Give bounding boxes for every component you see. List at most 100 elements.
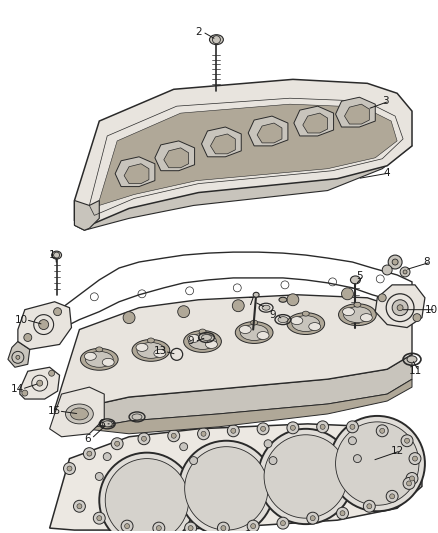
Ellipse shape	[251, 320, 258, 325]
Text: 9: 9	[187, 336, 194, 346]
Circle shape	[83, 448, 95, 459]
Ellipse shape	[199, 329, 206, 334]
Circle shape	[409, 453, 421, 465]
Polygon shape	[115, 157, 155, 187]
Polygon shape	[124, 164, 149, 183]
Circle shape	[87, 451, 92, 456]
Circle shape	[349, 437, 357, 445]
Circle shape	[217, 522, 230, 533]
Ellipse shape	[85, 351, 113, 367]
Ellipse shape	[279, 297, 287, 302]
Circle shape	[364, 500, 375, 512]
Circle shape	[378, 294, 386, 302]
Polygon shape	[49, 387, 104, 437]
Circle shape	[103, 453, 111, 461]
Ellipse shape	[184, 330, 221, 352]
Circle shape	[111, 438, 123, 450]
Text: 10: 10	[425, 305, 438, 314]
Circle shape	[380, 429, 385, 433]
Text: 13: 13	[154, 346, 167, 357]
Text: 6: 6	[84, 434, 91, 444]
Circle shape	[16, 356, 20, 359]
Polygon shape	[164, 148, 189, 168]
Circle shape	[64, 463, 75, 474]
Circle shape	[413, 456, 417, 461]
Ellipse shape	[278, 317, 288, 322]
Ellipse shape	[239, 326, 251, 334]
Circle shape	[392, 300, 408, 316]
Circle shape	[336, 422, 419, 505]
Polygon shape	[49, 424, 422, 530]
Circle shape	[231, 429, 236, 433]
Polygon shape	[303, 113, 328, 133]
Ellipse shape	[137, 342, 165, 358]
Ellipse shape	[354, 302, 361, 307]
Circle shape	[388, 255, 402, 269]
Polygon shape	[201, 127, 241, 157]
Ellipse shape	[407, 356, 417, 363]
Polygon shape	[211, 134, 235, 154]
Ellipse shape	[291, 317, 303, 325]
Circle shape	[185, 522, 197, 533]
Text: 10: 10	[15, 314, 28, 325]
Ellipse shape	[132, 414, 142, 420]
Ellipse shape	[136, 343, 148, 351]
Circle shape	[406, 472, 418, 484]
Ellipse shape	[257, 332, 269, 340]
Circle shape	[37, 380, 42, 386]
Circle shape	[227, 425, 239, 437]
Circle shape	[221, 526, 226, 530]
Polygon shape	[74, 79, 412, 225]
Ellipse shape	[154, 350, 166, 357]
Circle shape	[201, 431, 206, 437]
Circle shape	[342, 288, 353, 300]
Circle shape	[277, 517, 289, 529]
Circle shape	[251, 523, 256, 529]
Text: 9: 9	[270, 310, 276, 320]
Polygon shape	[62, 379, 412, 434]
Circle shape	[264, 435, 347, 518]
Circle shape	[198, 428, 209, 440]
Ellipse shape	[66, 404, 93, 424]
Polygon shape	[55, 295, 412, 419]
Circle shape	[376, 425, 388, 437]
Circle shape	[290, 425, 295, 430]
Ellipse shape	[189, 334, 216, 350]
Circle shape	[77, 504, 82, 508]
Text: 6: 6	[98, 419, 105, 429]
Circle shape	[287, 294, 299, 306]
Ellipse shape	[81, 349, 118, 370]
Polygon shape	[8, 342, 30, 367]
Circle shape	[171, 433, 176, 438]
Circle shape	[247, 520, 259, 532]
Ellipse shape	[235, 321, 273, 343]
Ellipse shape	[292, 316, 320, 332]
Ellipse shape	[253, 292, 259, 297]
Circle shape	[280, 521, 286, 526]
Polygon shape	[248, 116, 288, 146]
Ellipse shape	[240, 325, 268, 341]
Circle shape	[190, 457, 198, 465]
Circle shape	[123, 312, 135, 324]
Circle shape	[185, 447, 268, 530]
Polygon shape	[74, 139, 412, 230]
Ellipse shape	[343, 308, 354, 316]
Circle shape	[353, 455, 361, 463]
Circle shape	[413, 313, 421, 321]
Circle shape	[121, 520, 133, 532]
Text: 1: 1	[48, 250, 55, 260]
Ellipse shape	[132, 340, 170, 361]
Circle shape	[406, 481, 412, 486]
Ellipse shape	[262, 305, 270, 310]
Ellipse shape	[102, 358, 114, 366]
Circle shape	[269, 457, 277, 465]
Circle shape	[180, 443, 187, 451]
Ellipse shape	[287, 313, 325, 335]
Polygon shape	[336, 97, 375, 127]
Circle shape	[350, 424, 355, 429]
Circle shape	[95, 472, 103, 480]
Ellipse shape	[339, 304, 376, 326]
Circle shape	[232, 300, 244, 312]
Circle shape	[382, 265, 392, 275]
Circle shape	[392, 259, 398, 265]
